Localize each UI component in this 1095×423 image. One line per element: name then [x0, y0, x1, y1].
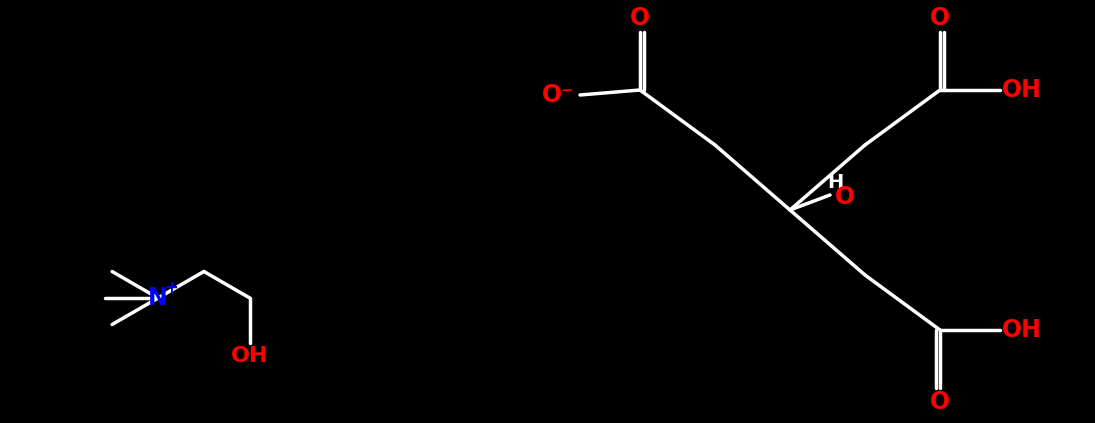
- Text: OH: OH: [1002, 78, 1042, 102]
- Text: O: O: [834, 185, 855, 209]
- Text: O: O: [630, 6, 650, 30]
- Text: O: O: [930, 390, 950, 414]
- Text: +: +: [164, 279, 177, 297]
- Text: OH: OH: [231, 346, 268, 366]
- Text: N: N: [148, 286, 168, 310]
- Text: OH: OH: [1002, 318, 1042, 342]
- Text: H: H: [827, 173, 843, 192]
- Text: O: O: [930, 6, 950, 30]
- Text: O⁻: O⁻: [542, 83, 574, 107]
